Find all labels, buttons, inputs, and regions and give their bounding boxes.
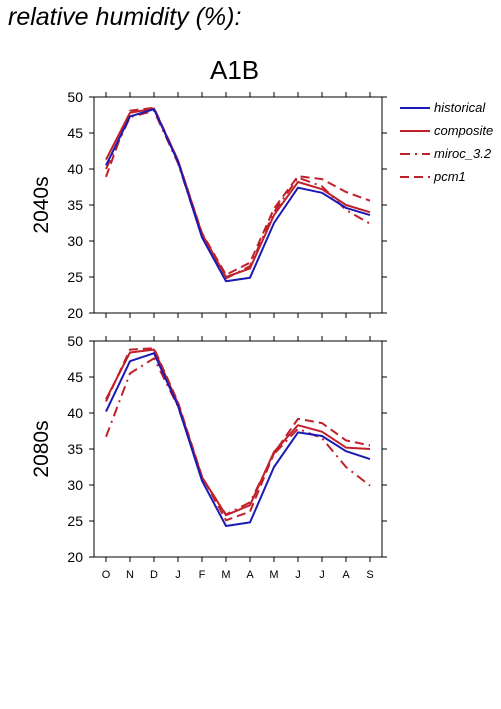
series-line-historical xyxy=(105,108,371,283)
legend-swatch-composite xyxy=(400,129,430,132)
x-tick-label: J xyxy=(295,569,301,581)
y-tick-label: 40 xyxy=(67,405,83,421)
figure-title: relative humidity (%): xyxy=(8,3,242,31)
y-tick-label: 45 xyxy=(67,369,83,385)
y-tick-label: 40 xyxy=(67,161,83,177)
legend-swatch-historical xyxy=(400,106,430,109)
y-tick-label: 45 xyxy=(67,125,83,141)
y-tick-label: 20 xyxy=(67,549,83,565)
x-tick-label: S xyxy=(366,569,373,581)
series-line-pcm1 xyxy=(105,347,371,522)
legend-item-miroc: miroc_3.2 xyxy=(400,142,493,165)
legend-label-composite: composite xyxy=(434,123,494,138)
x-tick-label: J xyxy=(175,569,181,581)
row-label-2040s: 2040s xyxy=(30,176,53,233)
x-tick-label: A xyxy=(342,569,350,581)
y-tick-label: 25 xyxy=(67,513,83,529)
x-tick-label: O xyxy=(102,569,111,581)
series-line-composite xyxy=(105,348,371,517)
legend: historical composite miroc_3.2 pcm1 xyxy=(400,96,493,188)
series-line-composite xyxy=(105,107,371,278)
y-tick-label: 50 xyxy=(67,89,83,105)
legend-item-pcm1: pcm1 xyxy=(400,165,493,188)
series-line-miroc-3-2 xyxy=(105,357,371,516)
legend-swatch-pcm1 xyxy=(400,175,430,178)
legend-label-historical: historical xyxy=(434,100,486,115)
legend-label-pcm1: pcm1 xyxy=(434,169,466,184)
y-tick-label: 25 xyxy=(67,269,83,285)
series-line-historical xyxy=(105,352,371,527)
x-tick-label: D xyxy=(150,569,158,581)
row-label-2080s: 2080s xyxy=(30,420,53,477)
y-tick-label: 35 xyxy=(67,441,83,457)
y-tick-label: 20 xyxy=(67,305,83,321)
y-tick-label: 50 xyxy=(67,333,83,349)
y-tick-label: 35 xyxy=(67,197,83,213)
legend-item-historical: historical xyxy=(400,96,493,119)
legend-item-composite: composite xyxy=(400,119,493,142)
legend-label-miroc: miroc_3.2 xyxy=(434,146,492,161)
scenario-label: A1B xyxy=(210,55,260,85)
series-line-miroc-3-2 xyxy=(105,109,371,280)
legend-swatch-miroc xyxy=(400,152,430,155)
x-tick-label: F xyxy=(199,569,206,581)
y-tick-label: 30 xyxy=(67,233,83,249)
x-tick-label: N xyxy=(126,569,134,581)
x-tick-label: M xyxy=(221,569,230,581)
series-line-pcm1 xyxy=(105,106,371,276)
x-tick-label: A xyxy=(246,569,254,581)
x-tick-label: J xyxy=(319,569,325,581)
y-tick-label: 30 xyxy=(67,477,83,493)
x-tick-label: M xyxy=(269,569,278,581)
plot-frame xyxy=(93,96,383,314)
